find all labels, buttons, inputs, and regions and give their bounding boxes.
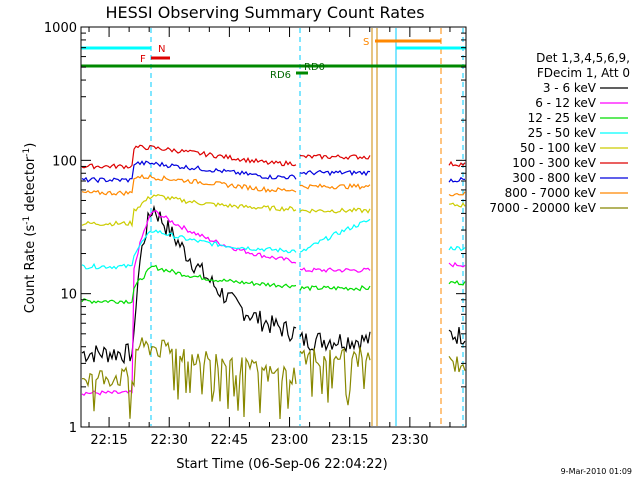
series-2 bbox=[81, 264, 466, 305]
legend-label-7: 800 - 7000 keV bbox=[505, 186, 597, 200]
series-6-segment-1 bbox=[299, 169, 371, 177]
x-tick-label: 23:15 bbox=[331, 433, 368, 448]
series-1-segment-1 bbox=[299, 267, 371, 273]
series-8 bbox=[81, 337, 466, 420]
legend-header-1: Det 1,3,4,5,6,9, bbox=[536, 51, 630, 65]
series-3-segment-2 bbox=[448, 245, 466, 252]
series-1-segment-0 bbox=[81, 210, 297, 397]
series-6 bbox=[81, 160, 466, 184]
series-7-segment-2 bbox=[448, 191, 466, 197]
series-layer bbox=[81, 28, 466, 426]
series-5-segment-0 bbox=[81, 144, 297, 170]
x-tick-label: 23:00 bbox=[271, 433, 308, 448]
series-8-segment-1 bbox=[299, 346, 371, 406]
y-tick-label: 10 bbox=[60, 288, 77, 303]
x-tick-label: 22:15 bbox=[90, 433, 127, 448]
svg-text:Count Rate (s-1 detector-1): Count Rate (s-1 detector-1) bbox=[22, 143, 38, 314]
y-axis-label-end: ) bbox=[23, 143, 38, 148]
footer-timestamp: 9-Mar-2010 01:09 bbox=[561, 467, 632, 476]
series-1-segment-2 bbox=[448, 261, 466, 268]
legend-header-2: FDecim 1, Att 0 bbox=[537, 66, 630, 80]
flag-label-rd6: RD6 bbox=[270, 70, 291, 81]
series-1 bbox=[81, 210, 466, 397]
flag-label-s: S bbox=[363, 37, 369, 48]
legend-label-4: 50 - 100 keV bbox=[520, 141, 597, 155]
plot-frame bbox=[80, 26, 467, 428]
legend-label-8: 7000 - 20000 keV bbox=[489, 201, 596, 215]
flag-label-n: N bbox=[158, 44, 165, 55]
series-4 bbox=[81, 194, 466, 228]
axes: 1 10 100 1000 22:15 22:30 22:45 23:00 23:15 23:30 bbox=[44, 21, 467, 448]
flag-label-f: F bbox=[140, 54, 146, 65]
series-8-segment-0 bbox=[81, 337, 297, 420]
x-axis-label: Start Time (06-Sep-06 22:04:22) bbox=[176, 457, 387, 472]
legend-label-1: 6 - 12 keV bbox=[535, 96, 597, 110]
series-0 bbox=[81, 204, 466, 365]
x-tick-label: 22:45 bbox=[211, 433, 248, 448]
y-tick-label: 1000 bbox=[44, 21, 77, 36]
series-3 bbox=[81, 218, 466, 270]
series-3-segment-0 bbox=[81, 229, 297, 270]
legend-label-3: 25 - 50 keV bbox=[528, 126, 597, 140]
legend-label-0: 3 - 6 keV bbox=[543, 81, 597, 95]
series-0-segment-0 bbox=[81, 204, 297, 365]
legend-label-6: 300 - 800 keV bbox=[512, 171, 596, 185]
series-3-segment-1 bbox=[299, 218, 371, 253]
series-8-segment-2 bbox=[448, 355, 466, 373]
series-4-segment-1 bbox=[299, 207, 371, 214]
y-axis-label-sup2: -1 bbox=[22, 148, 32, 157]
series-2-segment-0 bbox=[81, 264, 297, 305]
series-7-segment-1 bbox=[299, 182, 371, 190]
y-axis-label-sup: -1 bbox=[22, 216, 32, 225]
series-7-segment-0 bbox=[81, 174, 297, 197]
series-7 bbox=[81, 174, 466, 197]
y-axis-label-main: Count Rate (s bbox=[23, 225, 38, 314]
series-2-segment-2 bbox=[448, 280, 466, 286]
series-5 bbox=[81, 144, 466, 170]
y-axis-label-mid: detector bbox=[23, 156, 38, 216]
series-6-segment-0 bbox=[81, 160, 297, 184]
chart-title: HESSI Observing Summary Count Rates bbox=[105, 3, 424, 22]
legend: Det 1,3,4,5,6,9, FDecim 1, Att 0 3 - 6 k… bbox=[489, 51, 630, 215]
series-0-segment-1 bbox=[299, 331, 371, 353]
x-tick-label: 23:30 bbox=[391, 433, 428, 448]
series-4-segment-2 bbox=[448, 202, 466, 208]
series-4-segment-0 bbox=[81, 194, 297, 228]
flag-layer: N F S RD6 RD0 bbox=[81, 37, 466, 81]
series-2-segment-1 bbox=[299, 285, 371, 292]
series-5-segment-1 bbox=[299, 154, 371, 161]
y-tick-label: 1 bbox=[69, 421, 77, 436]
flag-label-rd0: RD0 bbox=[304, 62, 325, 73]
y-tick-label: 100 bbox=[52, 154, 77, 169]
x-tick-label: 22:30 bbox=[150, 433, 187, 448]
series-0-segment-2 bbox=[448, 327, 466, 345]
y-axis-label: Count Rate (s-1 detector-1) bbox=[22, 143, 38, 314]
legend-label-5: 100 - 300 keV bbox=[512, 156, 596, 170]
series-5-segment-2 bbox=[448, 160, 466, 168]
series-6-segment-2 bbox=[448, 176, 466, 183]
legend-label-2: 12 - 25 keV bbox=[528, 111, 597, 125]
